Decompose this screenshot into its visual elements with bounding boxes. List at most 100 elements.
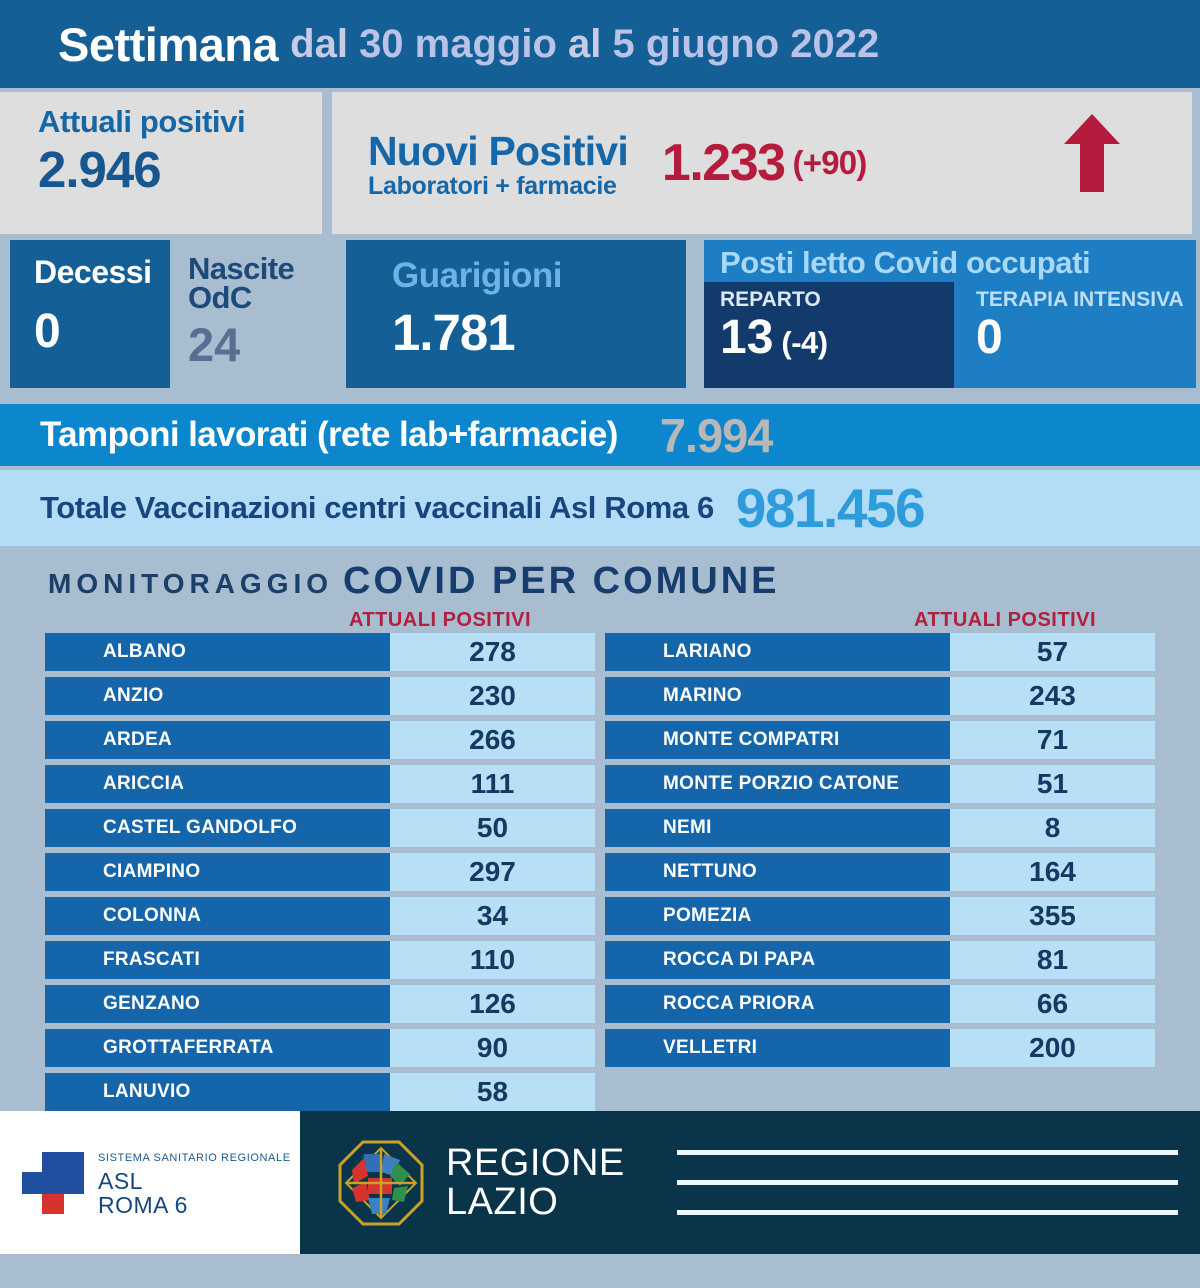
comune-name: ARICCIA xyxy=(45,765,390,803)
nuovi-positivi-subtitle: Laboratori + farmacie xyxy=(368,172,617,201)
column-header-right: ATTUALI POSITIVI xyxy=(913,609,1097,631)
vaccinazioni-value: 981.456 xyxy=(735,477,926,539)
table-row: FRASCATI 110 xyxy=(45,941,595,979)
header-date-range: dal 30 maggio al 5 giugno 2022 xyxy=(290,22,879,67)
guarigioni-label: Guarigioni xyxy=(392,256,563,295)
comune-positivi-value: 81 xyxy=(950,941,1155,979)
comune-positivi-value: 58 xyxy=(390,1073,595,1111)
table-row: POMEZIA 355 xyxy=(605,897,1155,935)
terapia-intensiva-cell: TERAPIA INTENSIVA 0 xyxy=(954,282,1196,388)
comune-positivi-value: 110 xyxy=(390,941,595,979)
reparto-delta: (-4) xyxy=(781,325,828,361)
asl-logo-block: SISTEMA SANITARIO REGIONALE ASL ROMA 6 xyxy=(0,1111,300,1254)
asl-name-line1: ASL xyxy=(98,1167,143,1194)
table-column-headers: ATTUALI POSITIVI ATTUALI POSITIVI xyxy=(0,603,1200,633)
positivi-row: Attuali positivi 2.946 Nuovi Positivi La… xyxy=(0,88,1200,240)
footer: SISTEMA SANITARIO REGIONALE ASL ROMA 6 xyxy=(0,1111,1200,1254)
comune-name: MARINO xyxy=(605,677,950,715)
table-row: NETTUNO 164 xyxy=(605,853,1155,891)
comune-positivi-value: 355 xyxy=(950,897,1155,935)
asl-name-line2: ROMA 6 xyxy=(98,1192,188,1218)
table-row: VELLETRI 200 xyxy=(605,1029,1155,1067)
terapia-intensiva-value: 0 xyxy=(976,311,1003,365)
comune-name: MONTE COMPATRI xyxy=(605,721,950,759)
comune-positivi-value: 297 xyxy=(390,853,595,891)
attuali-positivi-panel: Attuali positivi 2.946 xyxy=(0,92,322,234)
table-row: ARICCIA 111 xyxy=(45,765,595,803)
table-row: ANZIO 230 xyxy=(45,677,595,715)
table-row: MARINO 243 xyxy=(605,677,1155,715)
footer-decorative-lines xyxy=(676,1125,1200,1240)
medical-cross-icon xyxy=(22,1151,84,1214)
asl-system-label: SISTEMA SANITARIO REGIONALE xyxy=(98,1151,291,1164)
comune-positivi-value: 266 xyxy=(390,721,595,759)
table-row: MONTE PORZIO CATONE 51 xyxy=(605,765,1155,803)
guarigioni-value: 1.781 xyxy=(392,304,516,361)
comune-name: GROTTAFERRATA xyxy=(45,1029,390,1067)
decessi-label: Decessi xyxy=(34,254,152,290)
decessi-value: 0 xyxy=(34,305,61,358)
comune-name: CIAMPINO xyxy=(45,853,390,891)
header-date-end: 5 giugno 2022 xyxy=(612,21,880,66)
stats-row: Decessi 0 Nascite OdC 24 Guarigioni 1.78… xyxy=(0,240,1200,388)
tamponi-value: 7.994 xyxy=(659,408,774,462)
vaccinazioni-bar: Totale Vaccinazioni centri vaccinali Asl… xyxy=(0,470,1200,546)
comune-name: FRASCATI xyxy=(45,941,390,979)
comune-positivi-value: 57 xyxy=(950,633,1155,671)
comune-name: ALBANO xyxy=(45,633,390,671)
table-row: GENZANO 126 xyxy=(45,985,595,1023)
nascite-label-line2: OdC xyxy=(188,280,252,316)
terapia-intensiva-label: TERAPIA INTENSIVA xyxy=(976,288,1184,312)
nuovi-positivi-delta: (+90) xyxy=(792,144,868,181)
nuovi-positivi-title: Nuovi Positivi xyxy=(368,128,629,175)
comune-name: MONTE PORZIO CATONE xyxy=(605,765,950,803)
reparto-value: 13 xyxy=(720,311,774,365)
comune-name: VELLETRI xyxy=(605,1029,950,1067)
table-row: GROTTAFERRATA 90 xyxy=(45,1029,595,1067)
monitoraggio-title: MONITORAGGIO COVID PER COMUNE xyxy=(0,560,1200,603)
vaccinazioni-label: Totale Vaccinazioni centri vaccinali Asl… xyxy=(40,490,714,525)
column-header-left: ATTUALI POSITIVI xyxy=(348,609,532,631)
comune-name: NEMI xyxy=(605,809,950,847)
table-row: ARDEA 266 xyxy=(45,721,595,759)
nuovi-positivi-value: 1.233 xyxy=(661,134,786,192)
comune-positivi-value: 90 xyxy=(390,1029,595,1067)
nascite-value: 24 xyxy=(188,317,241,371)
comuni-column-left: ALBANO 278 ANZIO 230 ARDEA 266 ARICCIA 111 CASTE… xyxy=(45,633,595,1111)
nuovi-positivi-panel: Nuovi Positivi Laboratori + farmacie 1.2… xyxy=(332,92,1192,234)
comune-positivi-value: 66 xyxy=(950,985,1155,1023)
table-row: CASTEL GANDOLFO 50 xyxy=(45,809,595,847)
regione-lazio-emblem-icon xyxy=(338,1140,424,1225)
comune-positivi-value: 51 xyxy=(950,765,1155,803)
comune-name: LANUVIO xyxy=(45,1073,390,1111)
footer-line-3 xyxy=(676,1210,1178,1215)
monitoraggio-title-light: MONITORAGGIO xyxy=(48,568,334,599)
arrow-up-icon xyxy=(1064,114,1120,192)
comune-positivi-value: 200 xyxy=(950,1029,1155,1067)
comuni-table: ALBANO 278 ANZIO 230 ARDEA 266 ARICCIA 111 CASTE… xyxy=(0,633,1200,1111)
comune-positivi-value: 230 xyxy=(390,677,595,715)
nuovi-positivi-labels: Nuovi Positivi Laboratori + farmacie xyxy=(368,125,629,201)
reparto-label: REPARTO xyxy=(720,288,821,312)
comune-name: ARDEA xyxy=(45,721,390,759)
comune-positivi-value: 243 xyxy=(950,677,1155,715)
comune-positivi-value: 34 xyxy=(390,897,595,935)
posti-letto-title: Posti letto Covid occupati xyxy=(720,245,1091,280)
table-row: MONTE COMPATRI 71 xyxy=(605,721,1155,759)
comune-name: CASTEL GANDOLFO xyxy=(45,809,390,847)
footer-line-2 xyxy=(676,1180,1178,1185)
guarigioni-panel: Guarigioni 1.781 xyxy=(346,240,686,388)
comune-name: GENZANO xyxy=(45,985,390,1023)
comune-positivi-value: 278 xyxy=(390,633,595,671)
header-banner: Settimana dal 30 maggio al 5 giugno 2022 xyxy=(0,0,1200,88)
nascite-odc-panel: Nascite OdC 24 xyxy=(178,240,338,388)
posti-letto-columns: REPARTO 13 (-4) TERAPIA INTENSIVA 0 xyxy=(704,282,1196,388)
table-row: ROCCA PRIORA 66 xyxy=(605,985,1155,1023)
comune-positivi-value: 164 xyxy=(950,853,1155,891)
comune-name: ROCCA DI PAPA xyxy=(605,941,950,979)
table-row: ALBANO 278 xyxy=(45,633,595,671)
monitoraggio-section: MONITORAGGIO COVID PER COMUNE ATTUALI PO… xyxy=(0,546,1200,1111)
footer-line-1 xyxy=(676,1150,1178,1155)
header-date-prefix: dal xyxy=(290,21,348,66)
